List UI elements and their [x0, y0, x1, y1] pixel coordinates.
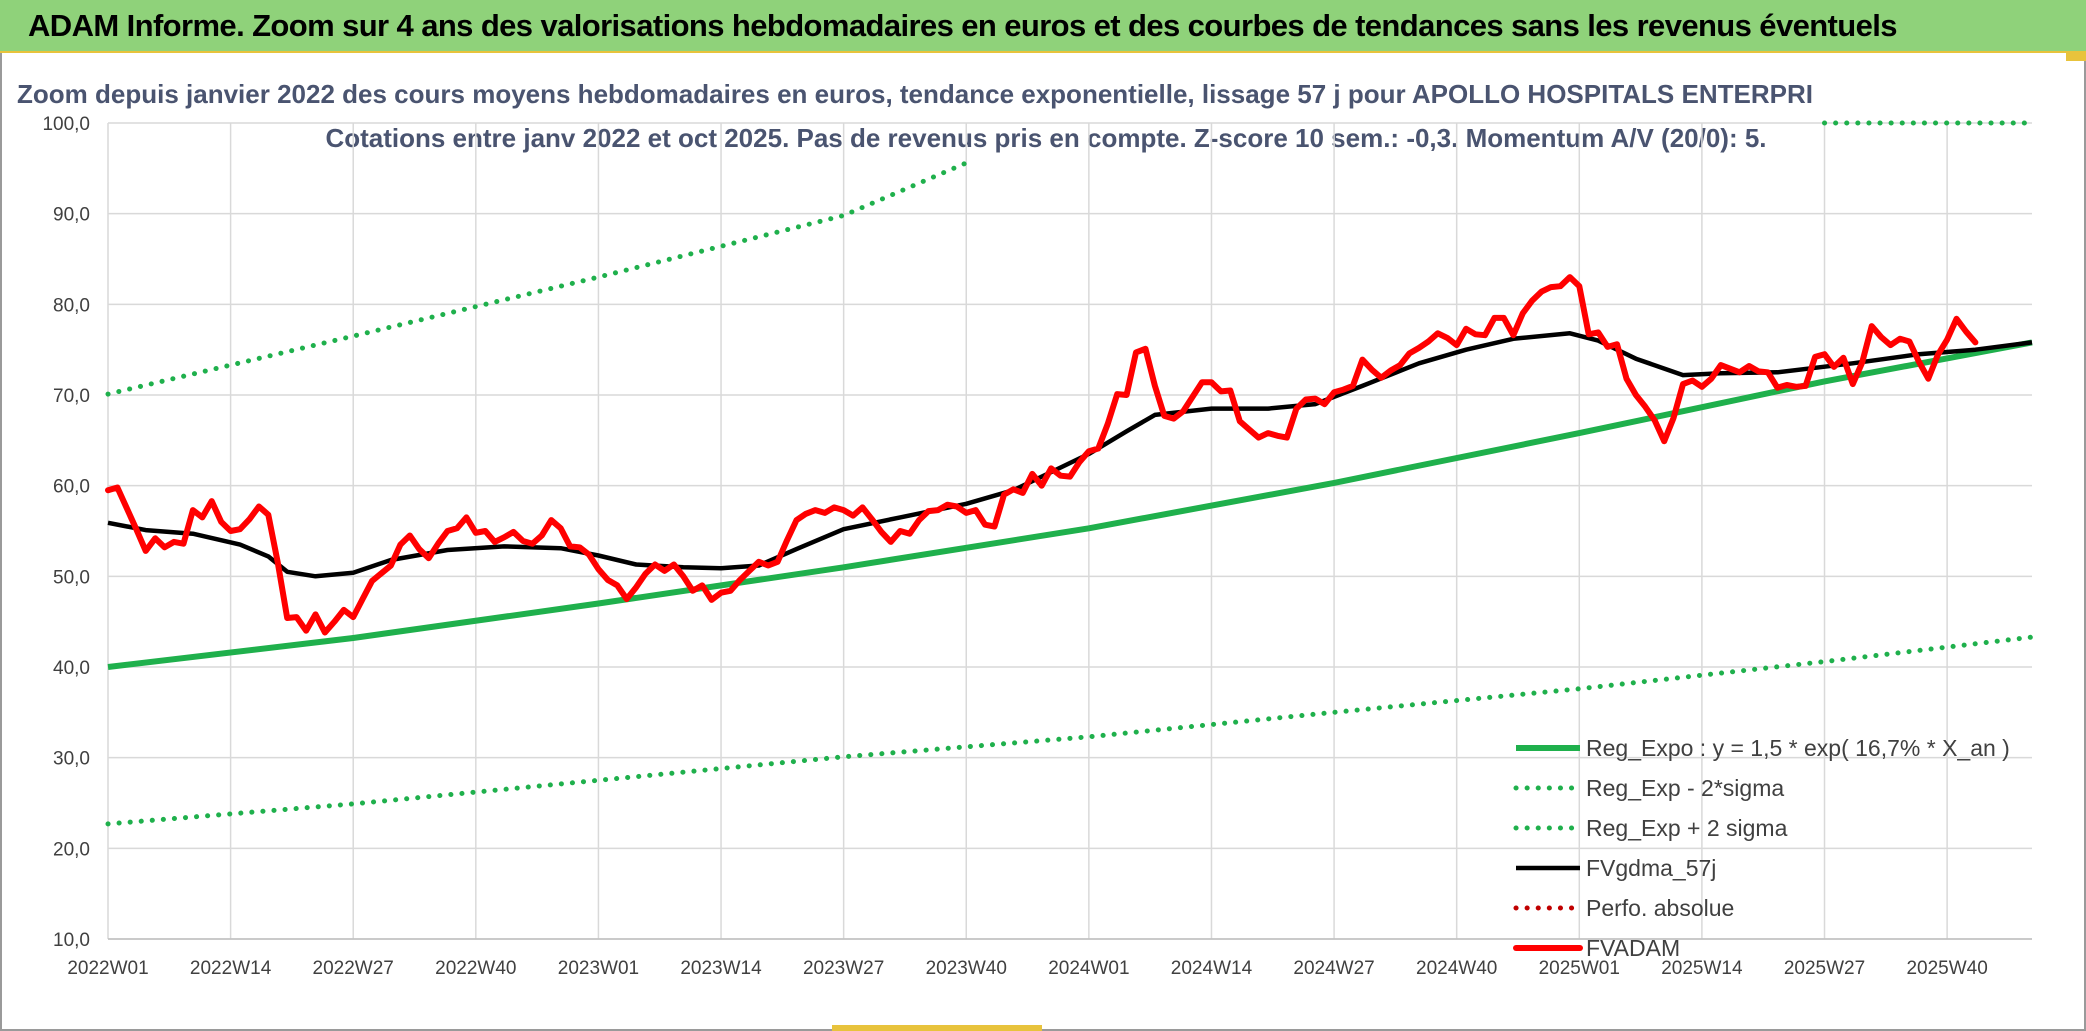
x-tick-label: 2022W01 — [67, 958, 148, 979]
chart-svg: Zoom depuis janvier 2022 des cours moyen… — [17, 79, 2035, 979]
x-tick-label: 2022W27 — [313, 958, 394, 979]
legend-label: Reg_Exp - 2*sigma — [1586, 775, 1784, 801]
x-tick-label: 2023W01 — [558, 958, 639, 979]
series-fvadam — [105, 274, 1979, 636]
accent-bar — [832, 1025, 1042, 1031]
y-tick-label: 100,0 — [42, 114, 90, 135]
corner-mark — [2066, 53, 2086, 61]
x-tick-label: 2025W27 — [1784, 958, 1865, 979]
series-reg-exp-2-sigma — [105, 160, 969, 397]
y-tick-label: 80,0 — [53, 295, 90, 316]
y-tick-label: 20,0 — [53, 839, 90, 860]
x-tick-label: 2022W40 — [435, 958, 516, 979]
y-tick-label: 10,0 — [53, 930, 90, 951]
legend-label: Reg_Expo : y = 1,5 * exp( 16,7% * X_an ) — [1586, 735, 2010, 761]
y-tick-label: 60,0 — [53, 477, 90, 498]
x-tick-label: 2025W01 — [1539, 958, 1620, 979]
y-tick-label: 50,0 — [53, 567, 90, 588]
series-layer — [105, 120, 2035, 827]
y-tick-label: 30,0 — [53, 749, 90, 770]
y-tick-label: 40,0 — [53, 658, 90, 679]
chart-subtitle: Cotations entre janv 2022 et oct 2025. P… — [325, 123, 1766, 153]
legend: Reg_Expo : y = 1,5 * exp( 16,7% * X_an )… — [1513, 735, 2010, 961]
y-tick-label: 70,0 — [53, 386, 90, 407]
chart-frame: Zoom depuis janvier 2022 des cours moyen… — [0, 53, 2086, 1031]
x-tick-label: 2024W27 — [1293, 958, 1374, 979]
x-tick-label: 2023W14 — [680, 958, 762, 979]
x-tick-label: 2024W01 — [1048, 958, 1129, 979]
series-reg-expo-y-1-5-exp-16-7-x-an — [107, 339, 2033, 670]
x-tick-label: 2022W14 — [190, 958, 272, 979]
banner-title: ADAM Informe. Zoom sur 4 ans des valoris… — [28, 8, 1898, 43]
legend-label: Reg_Exp + 2 sigma — [1586, 815, 1788, 841]
axis-layer: 10,0 20,0 30,0 40,0 50,0 60,0 70,0 80,0 90,0 100,… — [42, 114, 2032, 979]
series-reg-exp-2-sigma — [105, 634, 2035, 827]
legend-label: Perfo. absolue — [1586, 895, 1734, 921]
chart-title: Zoom depuis janvier 2022 des cours moyen… — [17, 79, 1813, 109]
x-tick-label: 2025W40 — [1906, 958, 1987, 979]
legend-label: FVgdma_57j — [1586, 855, 1716, 881]
x-tick-label: 2023W27 — [803, 958, 884, 979]
x-tick-label: 2024W14 — [1171, 958, 1253, 979]
x-tick-label: 2025W14 — [1661, 958, 1743, 979]
x-tick-label: 2024W40 — [1416, 958, 1497, 979]
x-tick-label: 2023W40 — [926, 958, 1007, 979]
y-tick-label: 90,0 — [53, 205, 90, 226]
legend-label: FVADAM — [1586, 935, 1680, 961]
banner: ADAM Informe. Zoom sur 4 ans des valoris… — [0, 0, 2086, 53]
